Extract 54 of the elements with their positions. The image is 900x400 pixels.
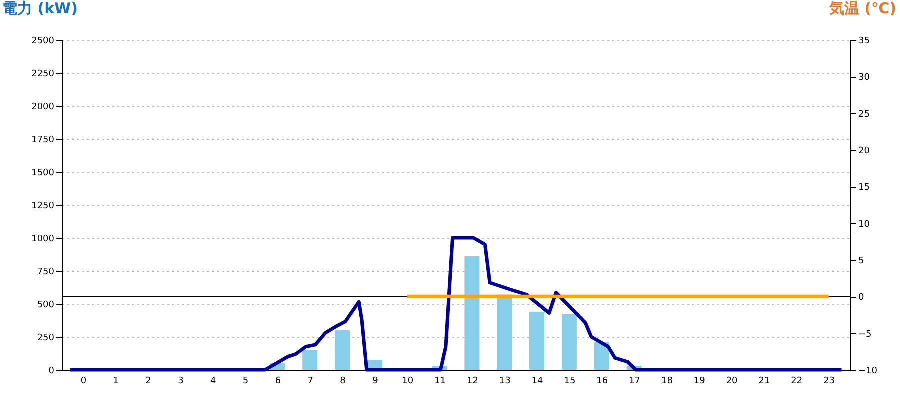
y2-tick-label: 0 [858,293,864,304]
x-tick-label: 3 [178,376,184,386]
y-tick-label: 1500 [32,168,55,178]
y-tick-label: 1000 [32,234,55,244]
y2-tick-label: 30 [858,73,870,84]
x-tick-label: 13 [499,376,511,386]
x-tick-label: 5 [242,376,249,386]
x-tick-label: 11 [434,376,446,386]
y-tick-label: 2500 [32,36,55,46]
line-series [68,236,844,372]
x-tick-label: 21 [758,376,770,386]
y2-axis-title: 気温 (℃) [828,0,896,18]
bar [530,312,545,370]
x-tick-label: 15 [564,376,576,386]
y2-tick-label: 35 [858,36,870,46]
y-tick-label: 750 [37,268,55,278]
y2-tick-label: 15 [858,183,870,194]
x-tick-label: 17 [629,376,641,386]
y-axis-title: 電力 (kW) [2,0,78,18]
x-tick-label: 16 [596,376,608,386]
x-tick-label: 10 [402,376,414,386]
y-tick-label: 0 [48,366,55,376]
x-tick-label: 14 [532,376,544,386]
y-tick-label: 500 [37,300,55,310]
bar [464,256,480,370]
x-tick-label: 4 [210,376,217,386]
x-tick-label: 8 [340,376,346,386]
y2-tick-label: 5 [858,256,864,266]
y-tick-label: 2000 [32,102,55,112]
y-tick-label: 2250 [32,70,55,80]
x-tick-label: 18 [661,376,674,386]
bar [302,350,318,370]
bar [335,330,350,370]
y2-tick-label: 25 [858,110,870,120]
x-tick-label: 19 [694,376,706,386]
x-tick-label: 9 [372,376,379,386]
y2-tick-label: −5 [858,330,872,340]
y2-tick-label: 10 [858,220,870,230]
x-tick-label: 22 [791,376,803,386]
bar [594,342,610,370]
y2-tick-label: 20 [858,146,870,156]
x-tick-label: 20 [726,376,738,386]
x-tick-label: 23 [824,376,836,386]
bar [562,314,577,370]
y-tick-label: 250 [37,334,55,344]
y2-tick-label: −10 [858,366,878,376]
x-tick-label: 12 [466,376,478,386]
y-tick-label: 1250 [32,202,55,212]
x-tick-label: 6 [275,376,282,386]
y-tick-label: 1750 [32,136,55,146]
x-tick-label: 1 [113,376,119,386]
x-tick-label: 2 [146,376,152,386]
x-tick-label: 0 [80,376,87,386]
x-tick-label: 7 [308,376,314,386]
